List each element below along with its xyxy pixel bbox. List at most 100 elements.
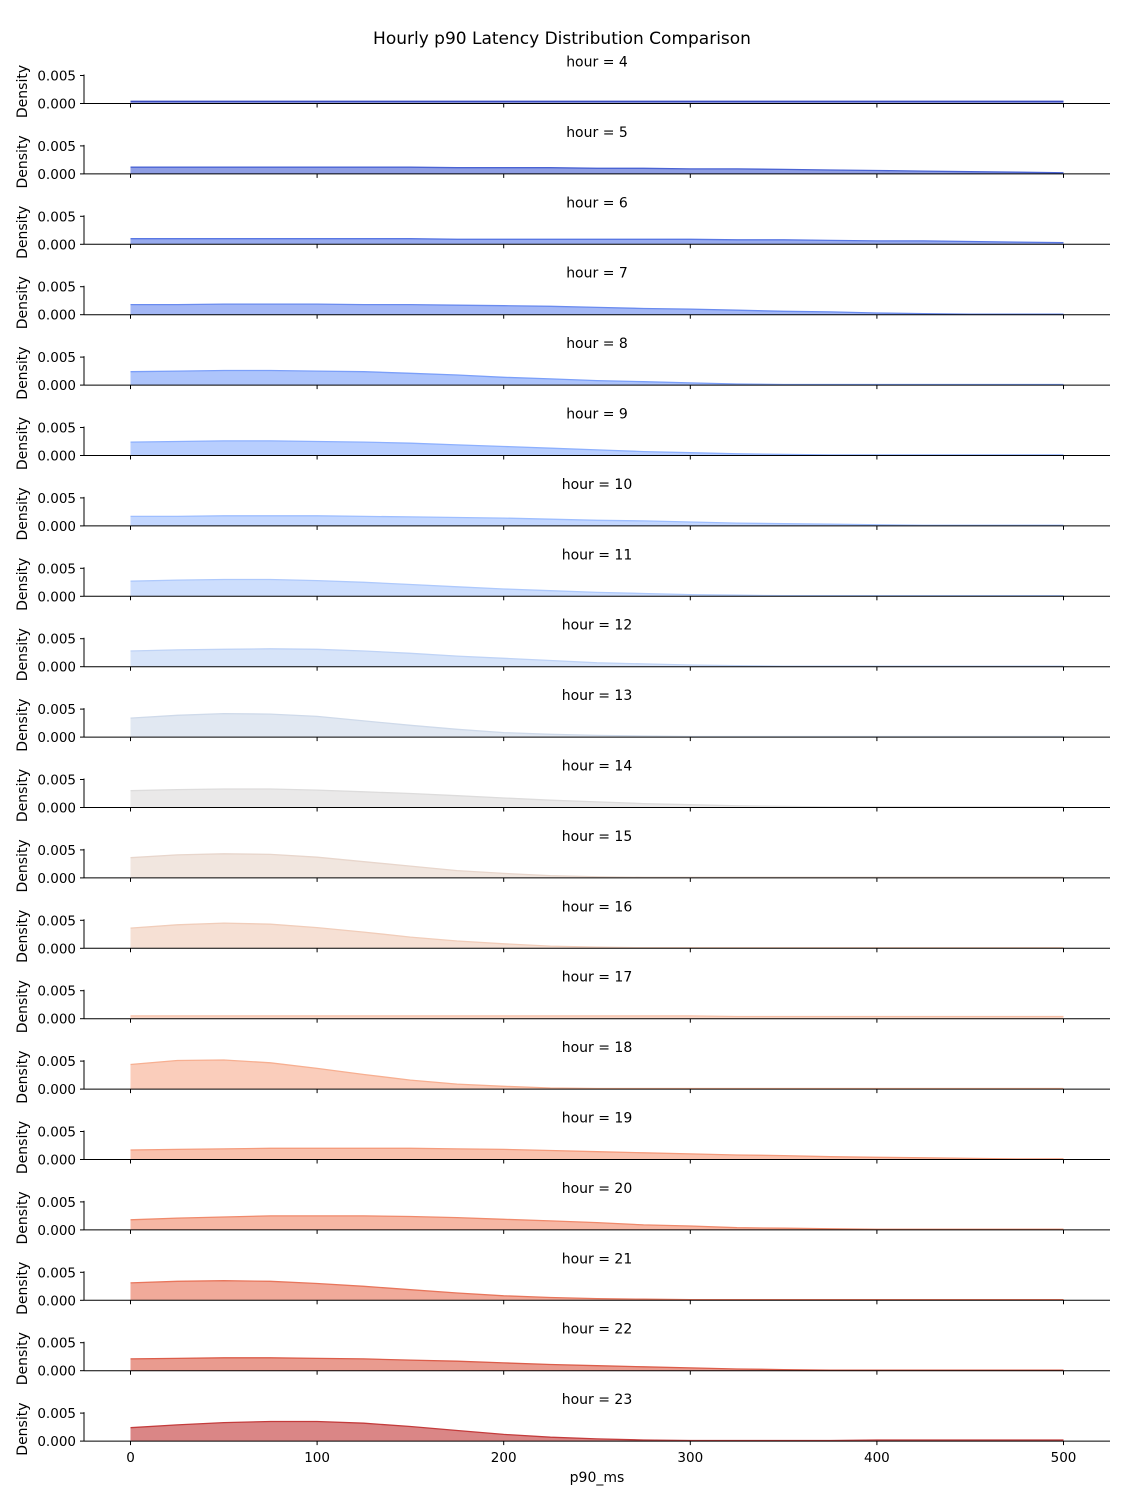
y-axis-label: Density — [15, 206, 31, 259]
y-tick-label: 0.000 — [37, 1082, 76, 1098]
facet-panel: hour = 20 0.000 0.005 Density — [15, 1181, 1110, 1245]
y-tick-label: 0.005 — [37, 984, 76, 1000]
facet-title: hour = 21 — [562, 1251, 633, 1267]
density-line — [130, 712, 1064, 738]
y-axis-label: Density — [15, 839, 31, 892]
density-line — [130, 166, 1064, 174]
facet-panel: hour = 19 0.000 0.005 Density — [15, 1111, 1110, 1174]
density-line — [130, 1147, 1064, 1160]
facet-title: hour = 17 — [562, 970, 633, 986]
facet-panel: hour = 22 0.000 0.005 Density — [15, 1322, 1110, 1385]
density-area — [130, 1060, 1064, 1090]
density-area — [130, 167, 1064, 174]
y-axis-label: Density — [15, 276, 31, 329]
facet-panel: hour = 14 0.000 0.005 Density — [15, 759, 1110, 822]
x-axis: 0 100 200 300 400 500 — [126, 1450, 1076, 1466]
y-tick-label: 0.000 — [37, 1012, 76, 1028]
facet-title: hour = 9 — [566, 407, 628, 423]
facet-panel: hour = 9 0.000 0.005 Density — [15, 407, 1110, 470]
y-axis-label: Density — [15, 1121, 31, 1174]
y-tick-label: 0.000 — [37, 519, 76, 535]
y-tick-label: 0.005 — [37, 632, 76, 648]
y-axis-label: Density — [15, 980, 31, 1033]
density-area — [130, 713, 1064, 738]
y-axis-label: Density — [15, 65, 31, 118]
density-area — [130, 923, 1064, 949]
y-tick-label: 0.005 — [37, 209, 76, 225]
y-axis-label: Density — [15, 487, 31, 540]
facet-title: hour = 8 — [566, 336, 628, 352]
facet-title: hour = 19 — [562, 1111, 633, 1127]
density-line — [130, 1059, 1064, 1090]
density-area — [130, 1280, 1064, 1301]
density-line — [130, 238, 1064, 244]
y-axis-label: Density — [15, 1402, 31, 1455]
facet-title: hour = 13 — [562, 688, 633, 704]
y-tick-label: 0.005 — [37, 843, 76, 859]
x-tick-label: 0 — [126, 1450, 135, 1466]
x-axis-label: p90_ms — [570, 1470, 625, 1486]
y-tick-label: 0.005 — [37, 913, 76, 929]
y-tick-label: 0.000 — [37, 730, 76, 746]
y-tick-label: 0.005 — [37, 1054, 76, 1070]
y-axis-label: Density — [15, 628, 31, 681]
x-tick-label: 300 — [677, 1450, 703, 1466]
y-tick-label: 0.000 — [37, 589, 76, 605]
facet-title: hour = 4 — [566, 55, 628, 71]
density-line — [130, 853, 1064, 878]
facet-panel: hour = 6 0.000 0.005 Density — [15, 195, 1110, 259]
density-line — [130, 922, 1064, 949]
y-axis-label: Density — [15, 135, 31, 188]
x-tick-label: 400 — [864, 1450, 890, 1466]
y-axis-label: Density — [15, 698, 31, 751]
y-tick-label: 0.000 — [37, 378, 76, 394]
y-tick-label: 0.005 — [37, 421, 76, 437]
facet-panel: hour = 18 0.000 0.005 Density — [15, 1040, 1110, 1104]
facet-title: hour = 23 — [562, 1392, 633, 1408]
facet-title: hour = 20 — [562, 1181, 633, 1197]
y-axis-label: Density — [15, 1050, 31, 1103]
y-tick-label: 0.000 — [37, 871, 76, 887]
facet-panel: hour = 5 0.000 0.005 Density — [15, 125, 1110, 189]
density-line — [130, 1280, 1064, 1301]
y-tick-label: 0.000 — [37, 941, 76, 957]
density-line — [130, 440, 1064, 456]
y-tick-label: 0.005 — [37, 139, 76, 155]
facet-panel: hour = 10 0.000 0.005 Density — [15, 477, 1110, 541]
y-tick-label: 0.000 — [37, 660, 76, 676]
density-line — [130, 1215, 1064, 1230]
x-tick-label: 200 — [491, 1450, 517, 1466]
y-tick-label: 0.005 — [37, 1195, 76, 1211]
chart-title: Hourly p90 Latency Distribution Comparis… — [373, 29, 751, 49]
y-tick-label: 0.000 — [37, 801, 76, 817]
facet-title: hour = 7 — [566, 266, 628, 282]
density-line — [130, 303, 1064, 315]
y-tick-label: 0.000 — [37, 97, 76, 113]
facet-panel: hour = 15 0.000 0.005 Density — [15, 829, 1110, 893]
density-area — [130, 853, 1064, 878]
density-line — [130, 788, 1064, 808]
density-area — [130, 789, 1064, 808]
y-tick-label: 0.000 — [37, 308, 76, 324]
facet-panel: hour = 23 0.000 0.005 Density — [15, 1392, 1110, 1456]
facet-title: hour = 14 — [562, 759, 633, 775]
y-tick-label: 0.005 — [37, 1336, 76, 1352]
y-axis-label: Density — [15, 1332, 31, 1385]
density-line — [130, 1015, 1064, 1018]
facet-title: hour = 5 — [566, 125, 628, 141]
density-area — [130, 238, 1064, 245]
y-axis-label: Density — [15, 1191, 31, 1244]
facet-title: hour = 18 — [562, 1040, 633, 1056]
y-axis-label: Density — [15, 910, 31, 963]
facet-panel: hour = 17 0.000 0.005 Density — [15, 970, 1110, 1033]
y-tick-label: 0.005 — [37, 280, 76, 296]
facet-title: hour = 11 — [562, 547, 633, 563]
y-tick-label: 0.005 — [37, 350, 76, 366]
density-area — [130, 648, 1064, 667]
y-tick-label: 0.005 — [37, 1265, 76, 1281]
y-tick-label: 0.005 — [37, 1125, 76, 1141]
facet-panel: hour = 21 0.000 0.005 Density — [15, 1251, 1110, 1315]
facet-title: hour = 16 — [562, 899, 633, 915]
facet-panel: hour = 11 0.000 0.005 Density — [15, 547, 1110, 611]
